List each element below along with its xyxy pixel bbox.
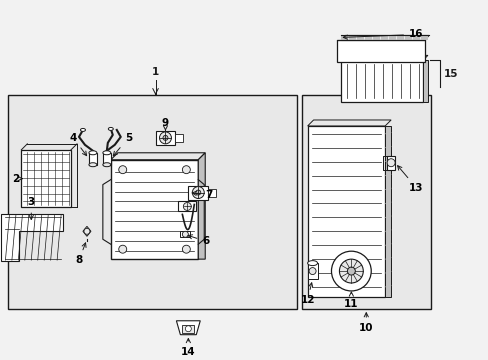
Bar bbox=[307, 263, 317, 279]
Circle shape bbox=[159, 132, 171, 144]
Polygon shape bbox=[404, 36, 411, 40]
Circle shape bbox=[84, 228, 90, 234]
Bar bbox=[386, 156, 394, 170]
Bar bbox=[341, 60, 422, 102]
Text: 16: 16 bbox=[343, 30, 423, 40]
Bar bbox=[155, 131, 175, 145]
Text: 12: 12 bbox=[300, 283, 314, 305]
Text: 6: 6 bbox=[188, 235, 209, 246]
Text: 10: 10 bbox=[358, 313, 373, 333]
Ellipse shape bbox=[89, 163, 97, 167]
Polygon shape bbox=[341, 36, 347, 40]
Bar bbox=[111, 160, 198, 259]
Text: 3: 3 bbox=[28, 197, 35, 220]
Polygon shape bbox=[420, 36, 427, 40]
Text: 5: 5 bbox=[113, 133, 132, 156]
Circle shape bbox=[195, 190, 201, 195]
Polygon shape bbox=[198, 153, 205, 259]
Polygon shape bbox=[176, 321, 200, 335]
Circle shape bbox=[192, 186, 204, 198]
Polygon shape bbox=[341, 36, 428, 40]
Circle shape bbox=[163, 135, 167, 140]
Bar bbox=[175, 134, 183, 142]
Polygon shape bbox=[385, 126, 390, 297]
Text: 11: 11 bbox=[344, 292, 358, 309]
Polygon shape bbox=[365, 36, 371, 40]
Text: 1: 1 bbox=[152, 67, 159, 77]
Polygon shape bbox=[422, 60, 427, 102]
Ellipse shape bbox=[102, 163, 111, 167]
Circle shape bbox=[182, 166, 190, 174]
Circle shape bbox=[182, 245, 190, 253]
Ellipse shape bbox=[89, 151, 97, 155]
Circle shape bbox=[119, 245, 126, 253]
Bar bbox=[21, 150, 71, 207]
Circle shape bbox=[119, 166, 126, 174]
Polygon shape bbox=[83, 226, 91, 236]
Bar bbox=[102, 153, 111, 165]
Bar bbox=[337, 40, 424, 62]
Ellipse shape bbox=[102, 151, 111, 155]
Ellipse shape bbox=[307, 261, 317, 266]
Text: 13: 13 bbox=[397, 166, 423, 193]
Polygon shape bbox=[381, 36, 387, 40]
Polygon shape bbox=[357, 36, 364, 40]
Bar bbox=[182, 325, 194, 333]
Polygon shape bbox=[111, 153, 205, 160]
Text: 14: 14 bbox=[181, 338, 195, 357]
Bar bbox=[188, 186, 208, 199]
Ellipse shape bbox=[108, 127, 113, 130]
Circle shape bbox=[331, 251, 370, 291]
Text: 4: 4 bbox=[69, 133, 86, 156]
Polygon shape bbox=[388, 36, 395, 40]
Ellipse shape bbox=[81, 129, 85, 131]
Circle shape bbox=[185, 326, 191, 332]
Bar bbox=[301, 95, 430, 309]
Circle shape bbox=[339, 259, 363, 283]
Polygon shape bbox=[307, 120, 390, 126]
Bar bbox=[178, 202, 196, 211]
Bar bbox=[8, 95, 296, 309]
Text: 7: 7 bbox=[192, 189, 212, 199]
Text: 8: 8 bbox=[75, 243, 86, 265]
Circle shape bbox=[308, 267, 315, 275]
Polygon shape bbox=[396, 36, 403, 40]
Bar bbox=[180, 231, 190, 237]
Text: 2: 2 bbox=[12, 174, 22, 184]
Bar bbox=[307, 126, 385, 297]
Polygon shape bbox=[372, 36, 379, 40]
Circle shape bbox=[182, 231, 188, 237]
Polygon shape bbox=[1, 215, 63, 261]
Bar bbox=[208, 189, 216, 197]
Circle shape bbox=[386, 159, 394, 167]
Polygon shape bbox=[412, 36, 419, 40]
Bar bbox=[89, 153, 97, 165]
Circle shape bbox=[346, 267, 355, 275]
Circle shape bbox=[183, 202, 191, 211]
Text: 9: 9 bbox=[162, 118, 169, 131]
Polygon shape bbox=[348, 36, 356, 40]
Text: 15: 15 bbox=[443, 69, 457, 79]
Polygon shape bbox=[341, 55, 427, 60]
